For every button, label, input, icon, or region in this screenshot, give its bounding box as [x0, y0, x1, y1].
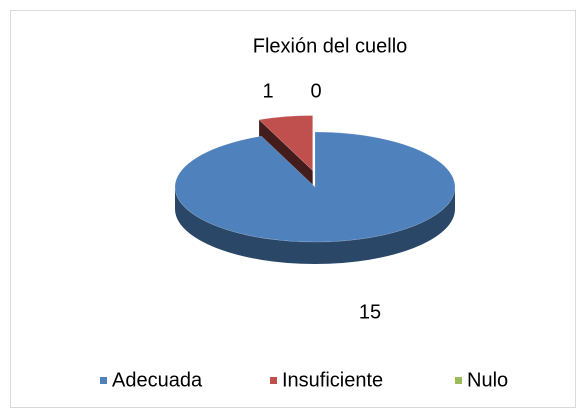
legend-swatch [270, 377, 277, 384]
slice-side [175, 187, 455, 264]
legend-label: Nulo [467, 369, 508, 391]
legend-swatch [100, 377, 107, 384]
chart-title: Flexión del cuello [253, 35, 408, 57]
data-label: 1 [262, 80, 273, 102]
pie-slice [174, 131, 456, 243]
data-label: 15 [359, 301, 381, 323]
legend-swatch [455, 377, 462, 384]
pie-slice [258, 115, 313, 172]
legend-label: Adecuada [112, 369, 203, 391]
legend-label: Insuficiente [282, 369, 383, 391]
data-label: 0 [310, 80, 321, 102]
